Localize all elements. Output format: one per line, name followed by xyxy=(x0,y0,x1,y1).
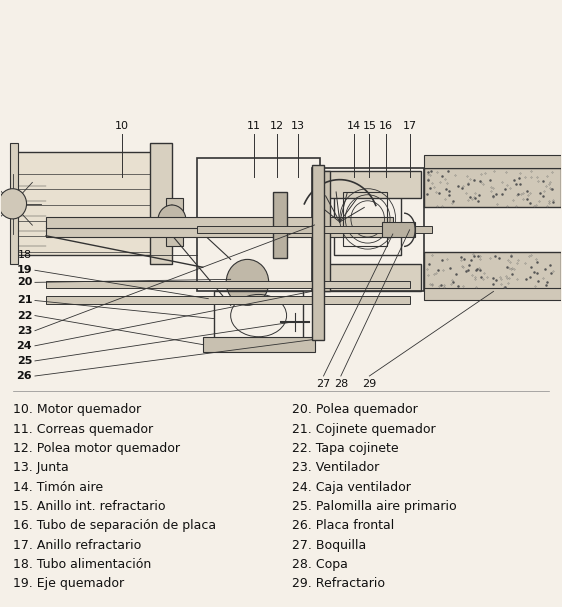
Text: 11. Correas quemador: 11. Correas quemador xyxy=(12,422,153,436)
Text: 20. Polea quemador: 20. Polea quemador xyxy=(292,403,418,416)
Text: 21. Cojinete quemador: 21. Cojinete quemador xyxy=(292,422,436,436)
Text: 15. Anillo int. refractario: 15. Anillo int. refractario xyxy=(12,500,165,513)
Text: 14: 14 xyxy=(347,121,361,131)
Bar xyxy=(320,171,330,291)
Text: 22: 22 xyxy=(17,311,32,320)
Bar xyxy=(12,152,158,255)
Bar xyxy=(320,171,421,198)
Text: 19. Eje quemador: 19. Eje quemador xyxy=(12,577,124,590)
Text: 12: 12 xyxy=(270,121,284,131)
Text: 23: 23 xyxy=(17,326,32,336)
Text: 29: 29 xyxy=(362,379,377,389)
Bar xyxy=(424,168,561,207)
Bar xyxy=(342,192,387,246)
Bar xyxy=(197,226,432,233)
Text: 25: 25 xyxy=(17,356,32,366)
Text: 16. Tubo de separación de placa: 16. Tubo de separación de placa xyxy=(12,519,216,532)
Text: 27. Boquilla: 27. Boquilla xyxy=(292,538,366,552)
Text: 24. Caja ventilador: 24. Caja ventilador xyxy=(292,481,411,493)
Bar xyxy=(320,264,421,291)
Text: 20: 20 xyxy=(17,277,32,287)
Text: 14. Timón aire: 14. Timón aire xyxy=(12,481,103,493)
Text: 25. Palomilla aire primario: 25. Palomilla aire primario xyxy=(292,500,457,513)
Text: 18. Tubo alimentación: 18. Tubo alimentación xyxy=(12,558,151,571)
Bar xyxy=(214,291,303,340)
Text: 11: 11 xyxy=(247,121,261,131)
Bar xyxy=(382,222,415,237)
Text: 22. Tapa cojinete: 22. Tapa cojinete xyxy=(292,442,399,455)
Text: 17: 17 xyxy=(402,121,416,131)
Text: 21: 21 xyxy=(17,296,32,305)
Text: 27: 27 xyxy=(316,379,330,389)
Bar xyxy=(334,183,401,255)
Text: 15: 15 xyxy=(362,121,377,131)
Text: 10. Motor quemador: 10. Motor quemador xyxy=(12,403,140,416)
Bar xyxy=(273,192,287,258)
Bar xyxy=(46,281,410,288)
Text: 19: 19 xyxy=(16,265,32,275)
Bar xyxy=(312,168,424,291)
Text: 28: 28 xyxy=(334,379,348,389)
Bar xyxy=(46,296,410,304)
Text: 28. Copa: 28. Copa xyxy=(292,558,348,571)
Text: 13: 13 xyxy=(291,121,305,131)
Circle shape xyxy=(226,259,269,305)
Circle shape xyxy=(0,189,26,219)
Text: 26: 26 xyxy=(16,371,32,381)
Bar xyxy=(46,226,393,237)
Text: 23. Ventilador: 23. Ventilador xyxy=(292,461,379,474)
Bar xyxy=(197,158,320,291)
Text: 13. Junta: 13. Junta xyxy=(12,461,69,474)
Text: 12. Polea motor quemador: 12. Polea motor quemador xyxy=(12,442,180,455)
Polygon shape xyxy=(424,155,561,168)
Polygon shape xyxy=(424,288,561,300)
Bar xyxy=(312,164,324,340)
Text: 17. Anillo refractario: 17. Anillo refractario xyxy=(12,538,141,552)
Bar xyxy=(149,143,172,264)
Text: 16: 16 xyxy=(379,121,393,131)
Bar xyxy=(10,143,18,264)
Text: 24: 24 xyxy=(16,341,32,351)
Text: 29. Refractario: 29. Refractario xyxy=(292,577,385,590)
Circle shape xyxy=(158,205,186,236)
Text: 26. Placa frontal: 26. Placa frontal xyxy=(292,519,395,532)
Text: 18: 18 xyxy=(18,250,32,260)
Bar xyxy=(203,337,315,352)
Bar xyxy=(46,217,393,228)
Text: 10: 10 xyxy=(115,121,129,131)
Bar xyxy=(424,252,561,291)
Bar xyxy=(166,198,183,246)
